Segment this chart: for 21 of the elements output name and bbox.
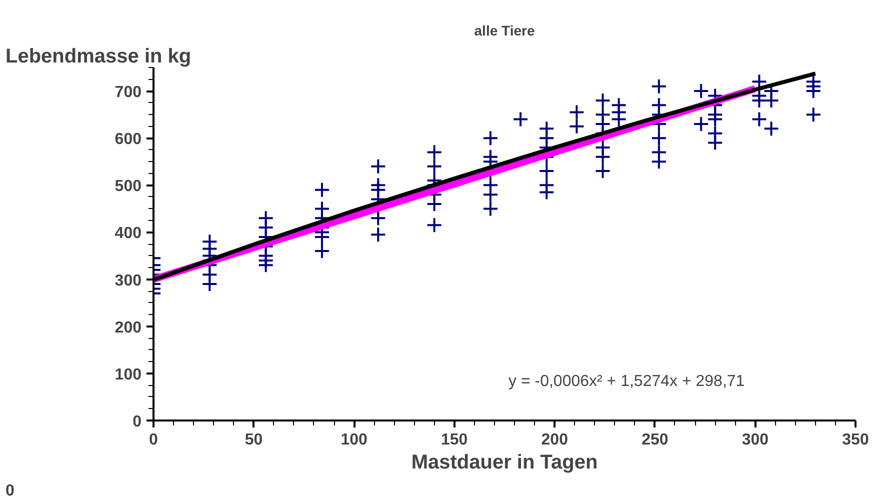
x-axis-title: Mastdauer in Tagen: [411, 452, 598, 474]
annotation: y = -0,0006x² + 1,5274x + 298,71: [508, 372, 745, 390]
x-tick-label: 0: [149, 432, 158, 448]
text: 0: [6, 482, 14, 500]
x-tick-label: 200: [541, 432, 568, 448]
chart-title: alle Tiere: [474, 22, 535, 38]
y-tick-label: 300: [114, 272, 142, 290]
x-tick-label: 350: [842, 432, 869, 448]
x-tick-label: 50: [244, 432, 263, 448]
x-tick-label: 250: [642, 432, 668, 448]
y-axis-title: Lebendmasse in kg: [6, 46, 192, 68]
y-tick-label: 200: [114, 319, 142, 336]
x-tick-label: 150: [441, 432, 468, 448]
x-tick-label: 100: [340, 432, 368, 448]
y-tick-label: 100: [114, 366, 142, 384]
y-tick-label: 0: [132, 414, 142, 430]
y-tick-label: 400: [114, 225, 142, 242]
y-tick-label: 700: [114, 84, 142, 102]
y-tick-label: 600: [114, 131, 142, 148]
y-tick-label: 500: [114, 178, 142, 196]
x-tick-label: 300: [742, 432, 769, 448]
